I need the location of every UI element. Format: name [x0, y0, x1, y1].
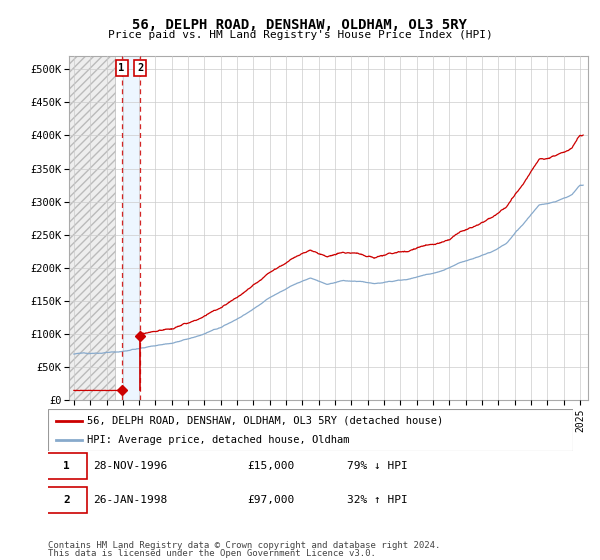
- Bar: [122, 56, 140, 400]
- Text: This data is licensed under the Open Government Licence v3.0.: This data is licensed under the Open Gov…: [48, 549, 376, 558]
- Text: 1: 1: [118, 63, 125, 73]
- Text: 2: 2: [63, 495, 70, 505]
- Text: 26-JAN-1998: 26-JAN-1998: [92, 495, 167, 505]
- Text: 2: 2: [137, 63, 143, 73]
- Text: £15,000: £15,000: [248, 461, 295, 471]
- Text: Price paid vs. HM Land Registry's House Price Index (HPI): Price paid vs. HM Land Registry's House …: [107, 30, 493, 40]
- Text: £97,000: £97,000: [248, 495, 295, 505]
- Bar: [69, 56, 115, 400]
- Text: 56, DELPH ROAD, DENSHAW, OLDHAM, OL3 5RY (detached house): 56, DELPH ROAD, DENSHAW, OLDHAM, OL3 5RY…: [88, 416, 443, 426]
- Text: Contains HM Land Registry data © Crown copyright and database right 2024.: Contains HM Land Registry data © Crown c…: [48, 541, 440, 550]
- Text: HPI: Average price, detached house, Oldham: HPI: Average price, detached house, Oldh…: [88, 435, 350, 445]
- Text: 79% ↓ HPI: 79% ↓ HPI: [347, 461, 408, 471]
- FancyBboxPatch shape: [46, 487, 88, 513]
- Text: 56, DELPH ROAD, DENSHAW, OLDHAM, OL3 5RY: 56, DELPH ROAD, DENSHAW, OLDHAM, OL3 5RY: [133, 18, 467, 32]
- Text: 32% ↑ HPI: 32% ↑ HPI: [347, 495, 408, 505]
- Text: 28-NOV-1996: 28-NOV-1996: [92, 461, 167, 471]
- FancyBboxPatch shape: [46, 453, 88, 479]
- FancyBboxPatch shape: [48, 409, 573, 451]
- Text: 1: 1: [63, 461, 70, 471]
